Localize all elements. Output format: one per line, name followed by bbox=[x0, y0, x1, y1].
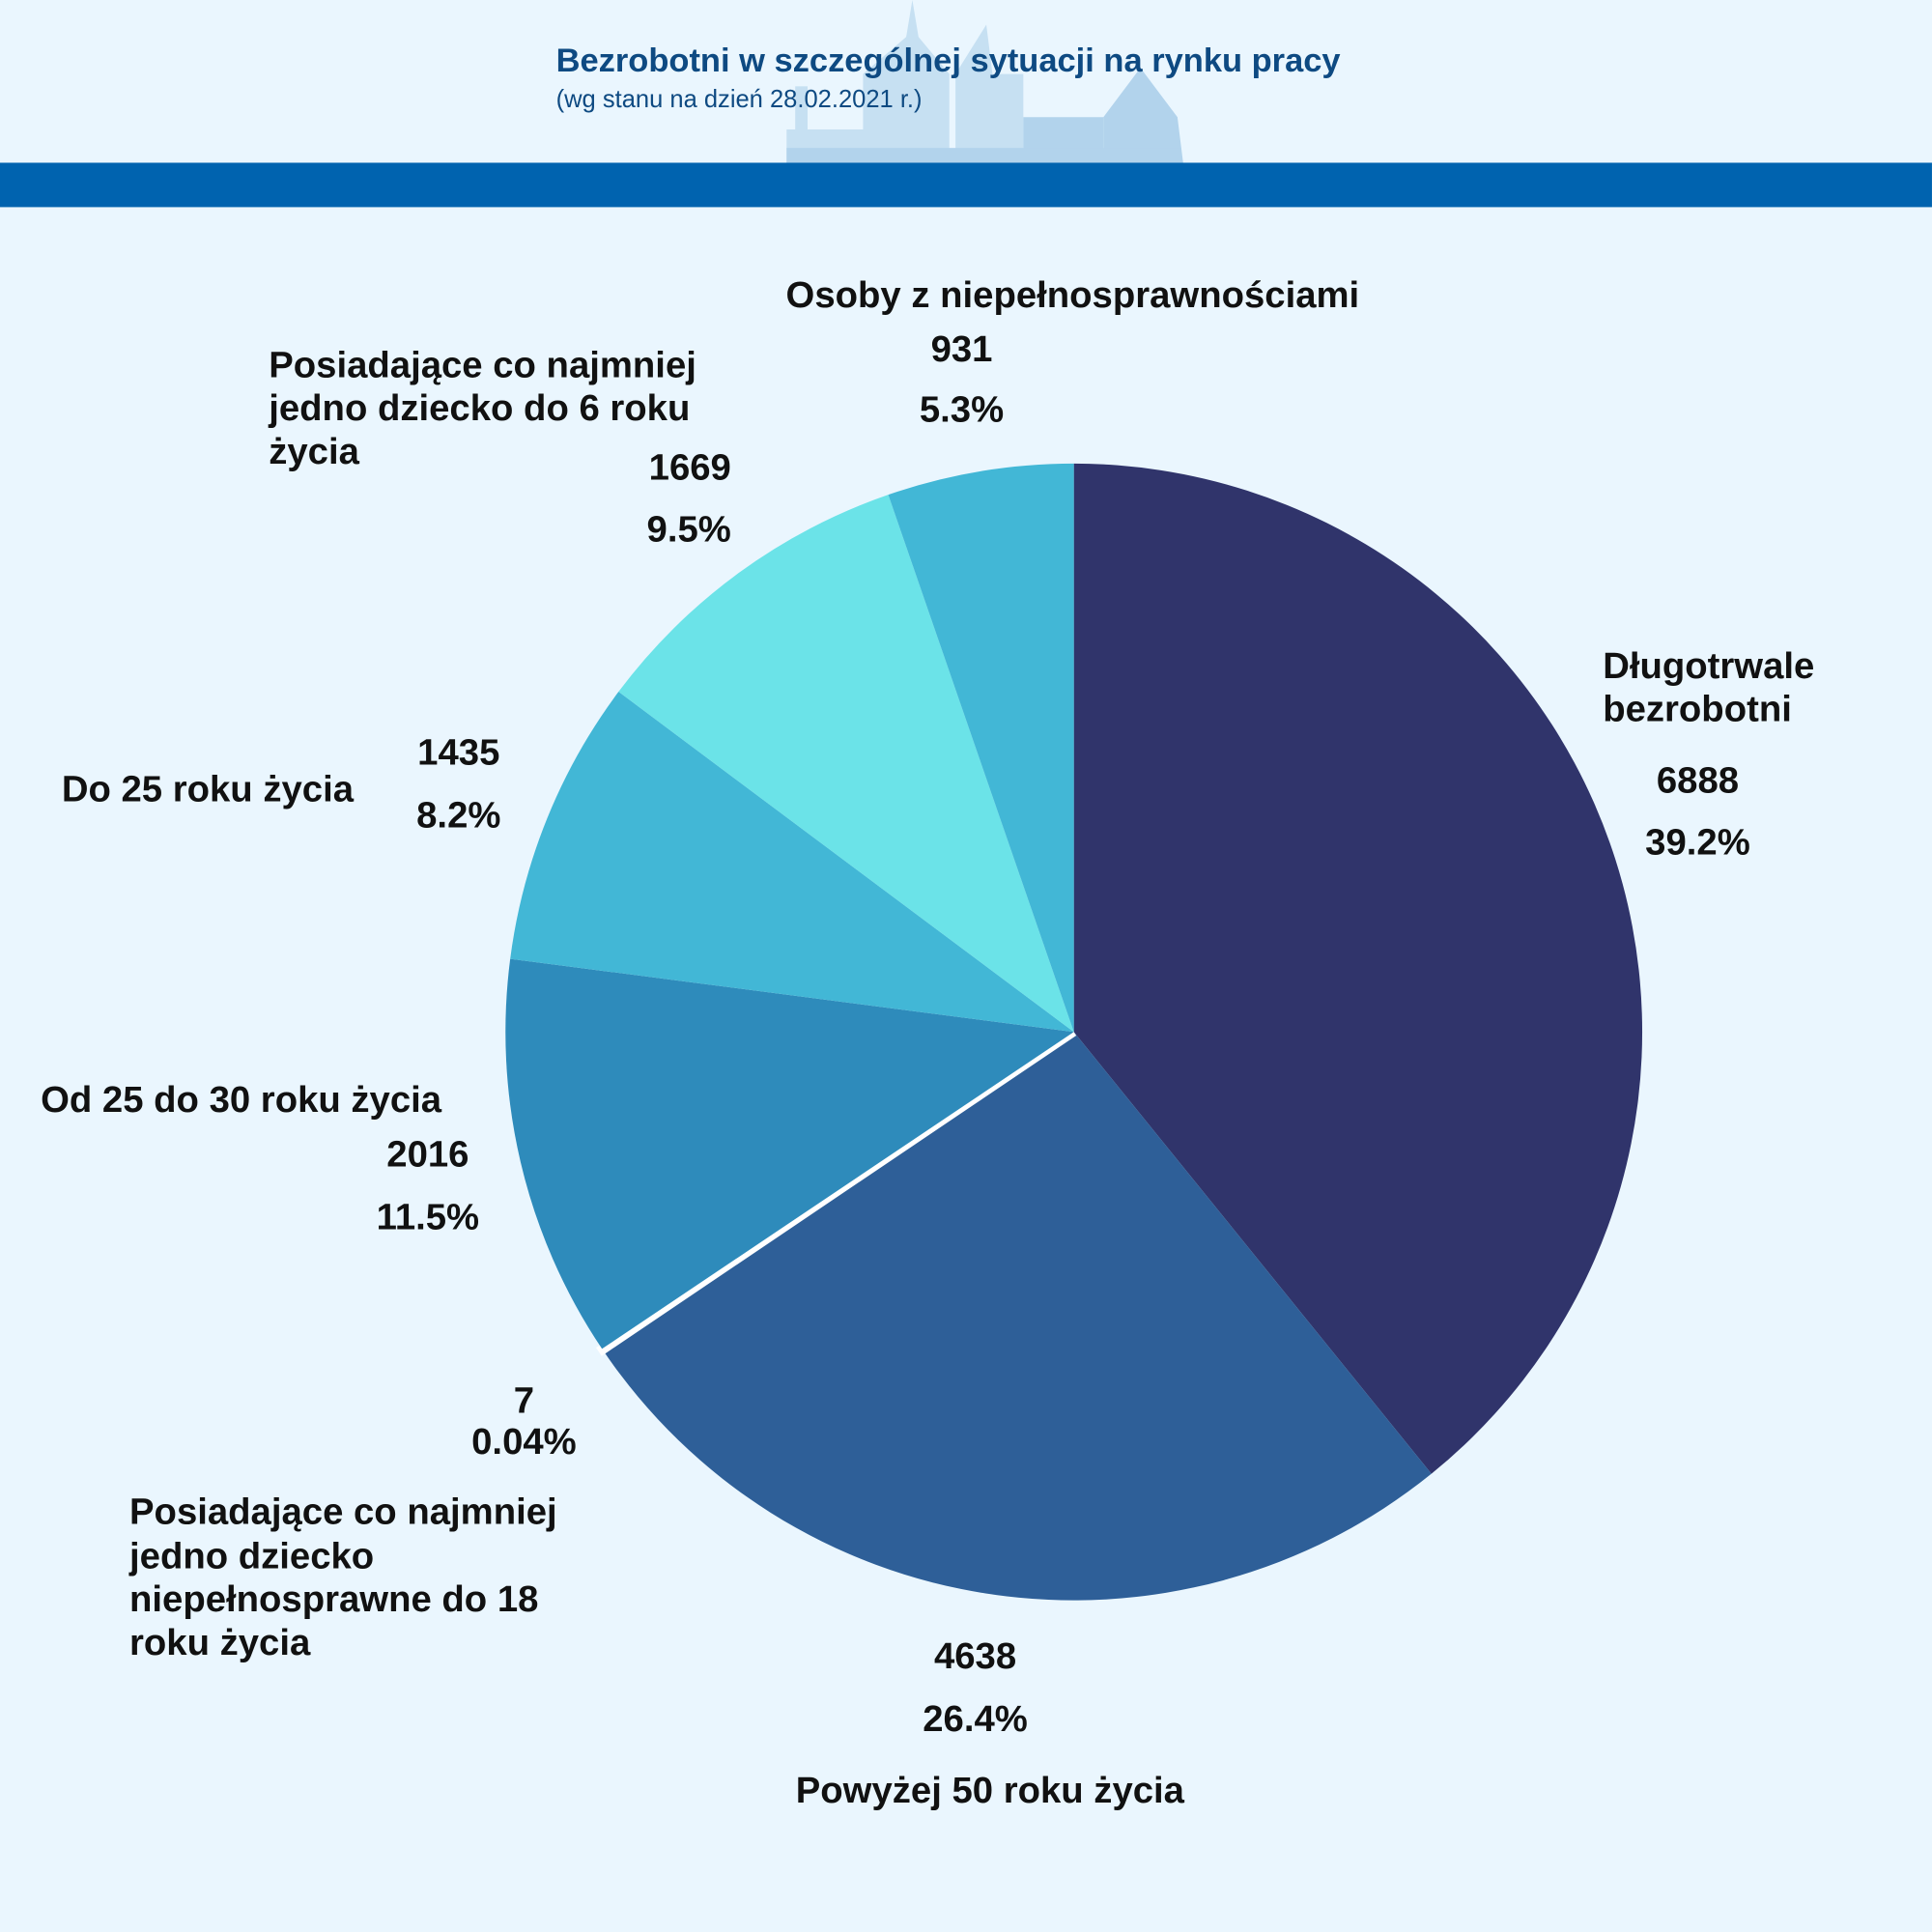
label-dziecko6-line3: życia bbox=[269, 431, 359, 472]
percent-dziecko18: 0.04% bbox=[471, 1421, 577, 1463]
label-dziecko18-line3: niepełnosprawne do 18 bbox=[129, 1578, 539, 1621]
percent-dlugotrwale: 39.2% bbox=[1645, 822, 1750, 864]
percent-od25do30: 11.5% bbox=[376, 1197, 480, 1238]
pie-slice-0 bbox=[1073, 463, 1643, 1474]
city-skyline-decoration bbox=[786, 0, 1184, 167]
header-band bbox=[0, 162, 1932, 208]
value-od25do30: 2016 bbox=[386, 1134, 469, 1176]
pie-slice-1 bbox=[603, 1032, 1432, 1601]
pie-slice-6 bbox=[888, 463, 1074, 1033]
pie-slice-4 bbox=[510, 692, 1074, 1033]
label-dlugotrwale-line1: Długotrwale bbox=[1603, 645, 1815, 687]
chart-subtitle: (wg stanu na dzień 28.02.2021 r.) bbox=[555, 86, 923, 114]
pie-slice-3 bbox=[505, 958, 1074, 1350]
percent-do25: 8.2% bbox=[416, 795, 501, 837]
percent-dziecko6: 9.5% bbox=[646, 509, 731, 551]
value-do25: 1435 bbox=[417, 732, 500, 774]
label-od25do30: Od 25 do 30 roku życia bbox=[41, 1080, 442, 1122]
value-powyzej50: 4638 bbox=[933, 1635, 1017, 1677]
label-dziecko18-line2: jedno dziecko bbox=[129, 1536, 375, 1577]
label-dziecko6-line1: Posiadające co najmniej bbox=[269, 345, 696, 386]
label-dziecko6-line2: jedno dziecko do 6 roku bbox=[269, 388, 691, 430]
label-dziecko18-line4: roku życia bbox=[129, 1622, 311, 1663]
value-dziecko18: 7 bbox=[513, 1380, 535, 1422]
label-osoby: Osoby z niepełnosprawnościami bbox=[785, 274, 1360, 316]
value-dlugotrwale: 6888 bbox=[1656, 760, 1740, 802]
percent-powyzej50: 26.4% bbox=[923, 1698, 1028, 1740]
pie-slice-2 bbox=[595, 1028, 1077, 1356]
label-dziecko18-line1: Posiadające co najmniej bbox=[129, 1492, 557, 1533]
pie-slice-5 bbox=[618, 495, 1074, 1033]
value-osoby: 931 bbox=[930, 328, 993, 370]
label-powyzej50: Powyżej 50 roku życia bbox=[795, 1770, 1184, 1811]
percent-osoby: 5.3% bbox=[919, 389, 1005, 431]
label-do25: Do 25 roku życia bbox=[61, 769, 354, 810]
value-dziecko6: 1669 bbox=[648, 447, 731, 489]
label-dlugotrwale-line2: bezrobotni bbox=[1603, 689, 1792, 730]
chart-title: Bezrobotni w szczególnej sytuacji na ryn… bbox=[555, 42, 1341, 79]
